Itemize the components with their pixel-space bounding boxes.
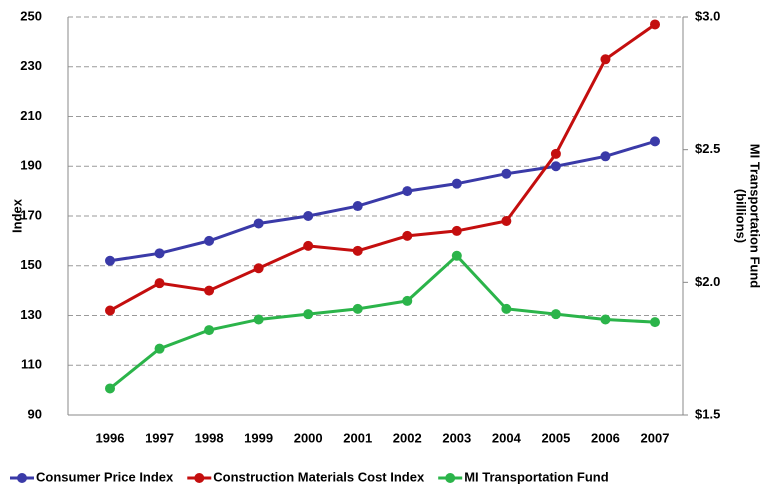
legend-label: Construction Materials Cost Index bbox=[213, 469, 425, 484]
x-tick-label: 2001 bbox=[343, 430, 372, 445]
y-tick-label: 210 bbox=[20, 108, 42, 123]
data-point bbox=[352, 201, 363, 212]
y-tick-label: 170 bbox=[20, 207, 42, 222]
data-point bbox=[105, 255, 115, 266]
data-point bbox=[451, 225, 462, 236]
y2-tick-label: $1.5 bbox=[695, 406, 720, 421]
series-line bbox=[109, 23, 656, 312]
y-tick-label: 150 bbox=[20, 257, 42, 272]
data-point bbox=[402, 295, 413, 306]
data-point bbox=[550, 309, 561, 320]
data-point bbox=[451, 250, 462, 261]
data-point bbox=[303, 309, 314, 320]
x-tick-label: 2003 bbox=[442, 430, 471, 445]
data-point bbox=[303, 240, 314, 251]
x-tick-label: 1998 bbox=[195, 430, 224, 445]
data-point bbox=[650, 136, 660, 147]
data-point bbox=[402, 186, 413, 197]
y-tick-label: 250 bbox=[20, 8, 42, 23]
data-point bbox=[154, 248, 165, 259]
data-point bbox=[303, 211, 314, 221]
data-point bbox=[352, 303, 363, 314]
y-axis-label: Index bbox=[9, 198, 24, 233]
data-point bbox=[650, 317, 660, 328]
x-tick-label: 2006 bbox=[591, 430, 620, 445]
y2-axis-label: (billions) bbox=[734, 189, 749, 243]
data-point bbox=[352, 245, 363, 256]
legend-marker bbox=[17, 473, 27, 483]
x-tick-label: 1999 bbox=[244, 430, 273, 445]
data-point bbox=[105, 383, 115, 394]
y2-axis-label: MI Transportation Fund bbox=[748, 144, 763, 288]
data-point bbox=[650, 19, 660, 30]
legend-label: MI Transportation Fund bbox=[464, 469, 608, 484]
data-point bbox=[253, 263, 264, 274]
x-tick-label: 1996 bbox=[96, 430, 125, 445]
x-tick-label: 1997 bbox=[145, 430, 174, 445]
data-point bbox=[600, 54, 611, 65]
y2-tick-label: $3.0 bbox=[695, 8, 720, 23]
data-point bbox=[105, 305, 115, 316]
data-point bbox=[550, 148, 561, 159]
y-tick-label: 130 bbox=[20, 307, 42, 322]
x-tick-label: 2002 bbox=[393, 430, 422, 445]
legend-label: Consumer Price Index bbox=[36, 469, 174, 484]
data-point bbox=[501, 168, 512, 179]
data-point bbox=[550, 161, 561, 172]
data-point bbox=[204, 325, 215, 336]
data-point bbox=[600, 151, 611, 162]
x-tick-label: 2005 bbox=[541, 430, 570, 445]
legend-marker bbox=[445, 473, 456, 483]
data-point bbox=[204, 285, 215, 296]
data-point bbox=[253, 218, 264, 229]
y-tick-label: 110 bbox=[21, 357, 42, 372]
y-tick-label: 190 bbox=[20, 158, 42, 173]
data-point bbox=[451, 178, 462, 189]
data-point bbox=[501, 215, 512, 226]
data-point bbox=[154, 343, 165, 354]
x-tick-label: 2004 bbox=[492, 430, 522, 445]
data-point bbox=[204, 235, 215, 246]
data-point bbox=[154, 278, 165, 289]
series-line bbox=[109, 253, 656, 390]
data-point bbox=[402, 230, 413, 241]
y-tick-label: 90 bbox=[28, 406, 42, 421]
y-tick-label: 230 bbox=[20, 58, 42, 73]
data-point bbox=[253, 314, 264, 325]
series-line bbox=[109, 139, 656, 263]
x-tick-label: 2000 bbox=[294, 430, 323, 445]
x-tick-label: 2007 bbox=[641, 430, 670, 445]
y2-tick-label: $2.0 bbox=[695, 274, 720, 289]
legend-marker bbox=[194, 473, 205, 483]
data-point bbox=[501, 303, 512, 314]
y2-tick-label: $2.5 bbox=[695, 141, 720, 156]
data-point bbox=[600, 314, 611, 325]
